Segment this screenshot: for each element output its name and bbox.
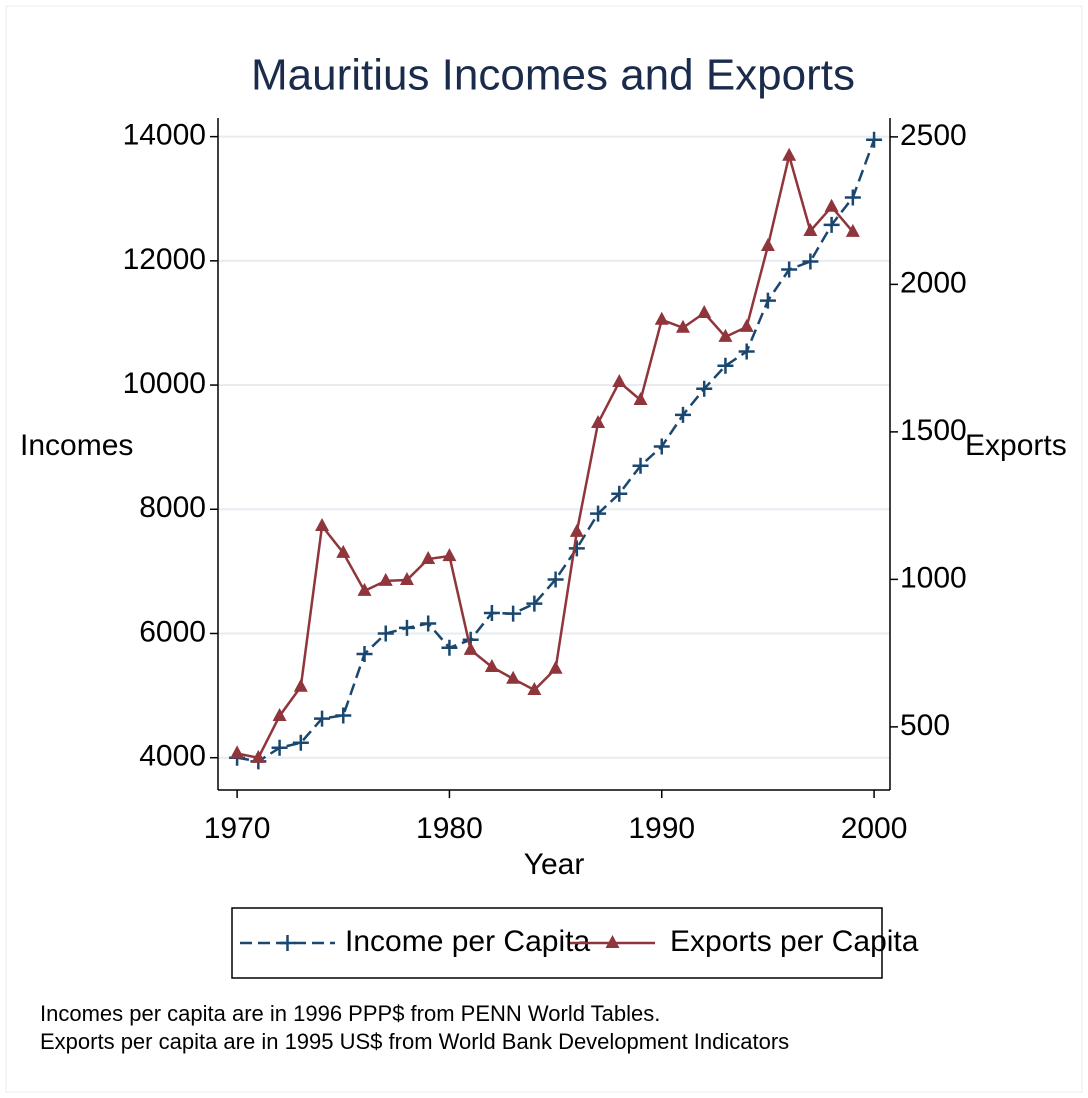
data-point [399,571,414,585]
legend-marker [605,935,620,948]
data-point [654,311,669,325]
data-point [356,645,373,662]
data-point [251,749,266,763]
data-point [633,392,648,406]
legend-box [231,907,883,979]
data-point [759,292,776,309]
data-point [463,641,478,655]
data-point [760,238,775,252]
data-point [782,147,797,161]
y-tick-label: 4000 [139,740,206,773]
data-point [398,619,415,636]
x-tick-label: 1980 [416,812,483,845]
x-axis-label: Year [524,848,585,881]
data-point [717,357,734,374]
x-tick-label: 1970 [204,812,271,845]
data-point [781,261,798,278]
data-point [442,548,457,562]
data-point [632,457,649,474]
data-point [378,572,393,586]
data-point [611,485,628,502]
y-tick-label: 10000 [123,367,206,400]
legend-marker [279,935,296,951]
data-point [739,318,754,332]
data-point [803,222,818,236]
data-point [568,540,585,557]
data-point [547,571,564,588]
data-point [483,604,500,621]
data-point [272,707,287,721]
data-point [674,406,691,423]
data-point [421,551,436,565]
data-point [590,505,607,522]
data-point [845,223,860,237]
chart-title: Mauritius Incomes and Exports [251,51,855,100]
data-point [591,415,606,429]
y-tick-label: 14000 [123,119,206,152]
legend-label: Income per Capita [345,925,590,958]
data-point [505,605,522,622]
y2-tick-label: 1000 [900,561,967,594]
series-line [236,150,854,760]
y2-tick-label: 1500 [900,414,967,447]
y2-tick-label: 500 [900,709,950,742]
data-point [697,304,712,318]
data-point [718,328,733,342]
data-point [866,131,883,148]
y-tick-label: 6000 [139,615,206,648]
data-point [569,523,584,537]
y-tick-label: 12000 [123,243,206,276]
y2-tick-label: 2000 [900,266,967,299]
y2-tick-label: 2500 [900,119,967,152]
data-point [844,189,861,206]
y2-axis-label: Exports [965,429,1067,462]
y-axis-label: Incomes [20,429,133,462]
data-point [738,343,755,360]
note: Exports per capita are in 1995 US$ from … [40,1029,789,1054]
data-point [357,582,372,596]
data-point [526,595,543,612]
data-point [441,639,458,656]
data-point [335,707,352,724]
note: Incomes per capita are in 1996 PPP$ from… [40,1001,660,1026]
data-point [802,253,819,270]
data-point [314,710,331,727]
data-point [696,380,713,397]
data-point [292,734,309,751]
data-point [271,739,288,756]
x-tick-label: 1990 [628,812,695,845]
data-point [506,670,521,684]
data-point [230,745,245,759]
data-point [420,615,437,632]
data-point [653,438,670,455]
legend-label: Exports per Capita [670,925,919,958]
data-point [612,374,627,388]
data-point [293,678,308,692]
data-point [824,198,839,212]
data-point [675,319,690,333]
data-point [315,517,330,531]
data-point [484,658,499,672]
data-point [548,660,563,674]
x-tick-label: 2000 [841,812,908,845]
data-point [527,681,542,695]
data-point [377,625,394,642]
y-tick-label: 8000 [139,491,206,524]
data-point [823,216,840,233]
data-point [336,544,351,558]
chart-border [5,5,1083,1093]
